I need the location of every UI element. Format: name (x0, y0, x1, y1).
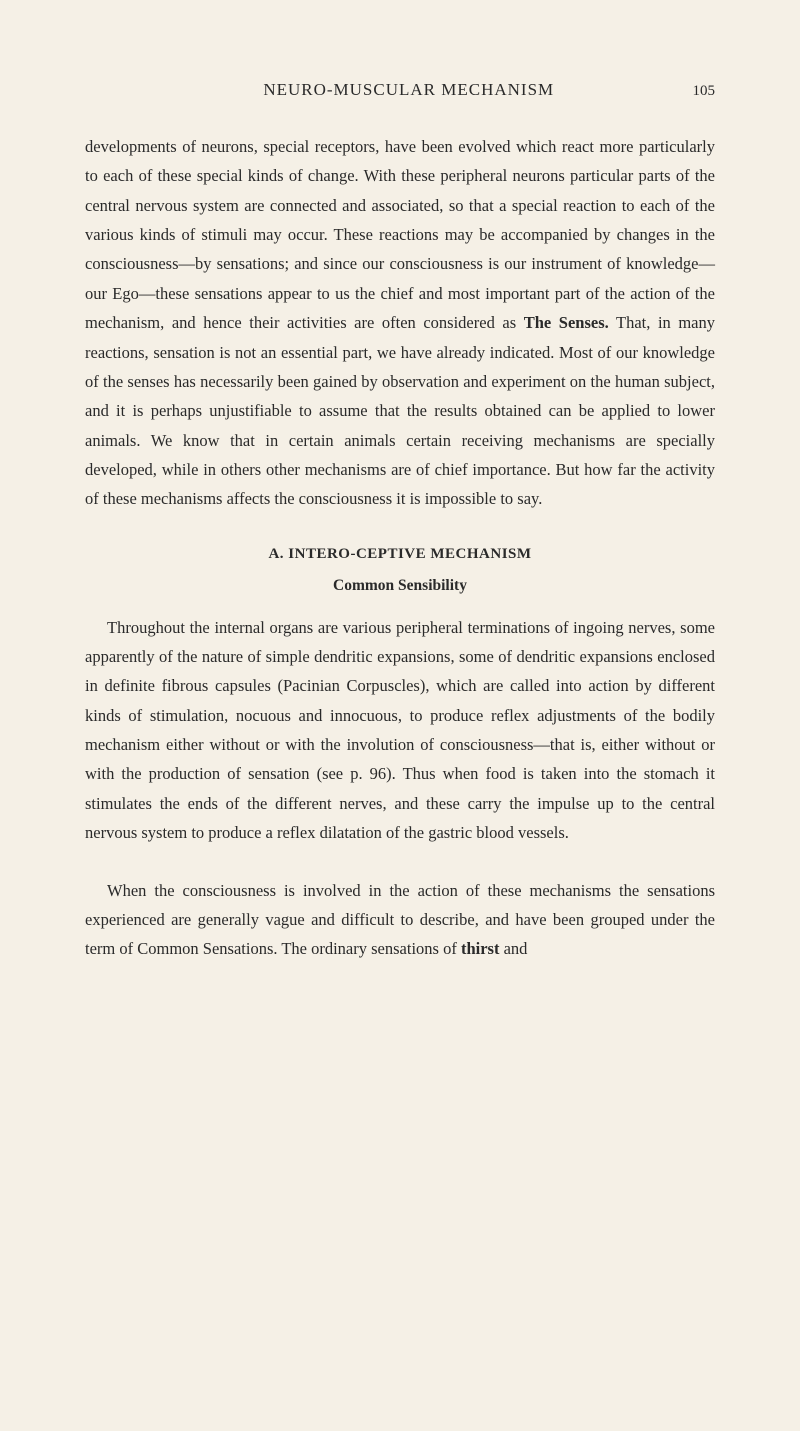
paragraph-2: Throughout the internal organs are vario… (85, 613, 715, 848)
p1-text-b: That, in many reactions, sensation is no… (85, 313, 715, 508)
p1-text-a: developments of neurons, special recepto… (85, 137, 715, 332)
section-heading-a: A. INTERO-CEPTIVE MECHANISM (85, 546, 715, 563)
p1-bold-senses: The Senses. (524, 313, 609, 332)
p3-text-a: When the consciousness is involved in th… (85, 881, 715, 959)
page-number: 105 (693, 83, 716, 100)
paragraph-1: developments of neurons, special recepto… (85, 132, 715, 514)
p3-text-b: and (499, 939, 527, 958)
sub-heading-common: Common Sensibility (85, 577, 715, 595)
p3-bold-thirst: thirst (461, 939, 500, 958)
running-title: NEURO-MUSCULAR MECHANISM (125, 80, 693, 100)
page-header: NEURO-MUSCULAR MECHANISM 105 (85, 80, 715, 100)
paragraph-3: When the consciousness is involved in th… (85, 876, 715, 964)
